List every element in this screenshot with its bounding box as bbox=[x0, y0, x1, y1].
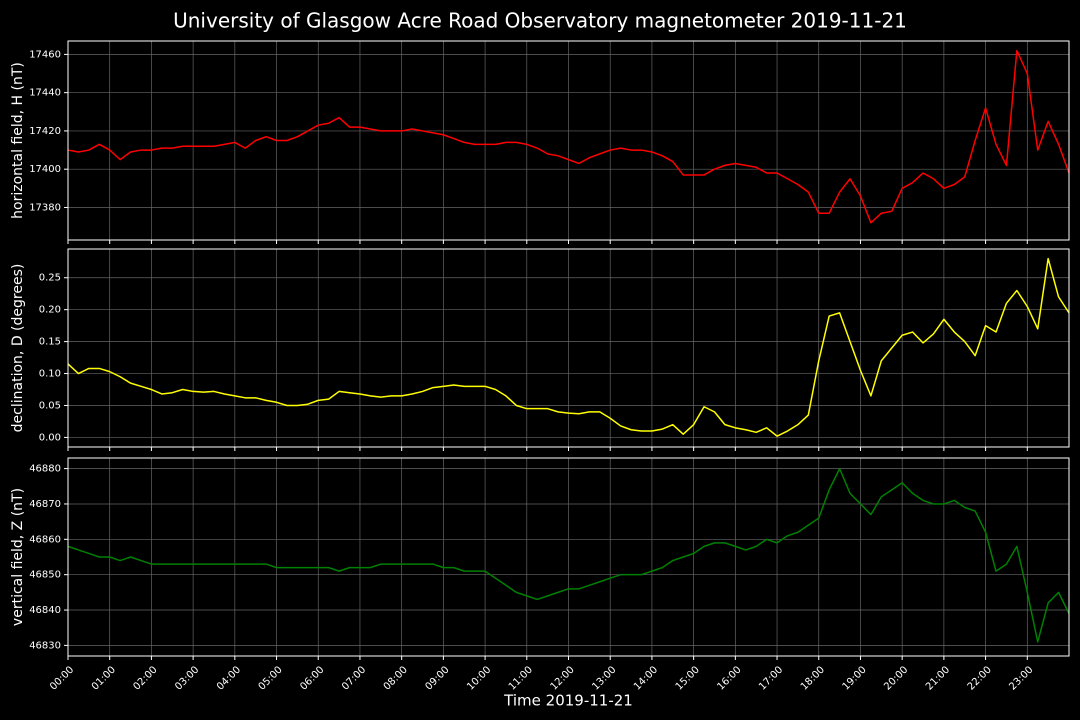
x-tick-label: 13:00 bbox=[590, 664, 618, 692]
x-tick-label: 16:00 bbox=[715, 664, 743, 692]
y-tick-label: 17440 bbox=[29, 88, 61, 99]
x-tick-label: 15:00 bbox=[674, 664, 702, 692]
y-tick-label: 0.15 bbox=[39, 337, 61, 348]
y-tick-label: 46830 bbox=[29, 640, 61, 651]
plot-frame bbox=[67, 40, 1070, 241]
x-tick-label: 07:00 bbox=[340, 664, 368, 692]
x-tick-label: 06:00 bbox=[298, 664, 326, 692]
y-tick-label: 0.25 bbox=[39, 273, 61, 284]
y-tick-label: 0.00 bbox=[39, 432, 61, 443]
plot-frame bbox=[67, 248, 1070, 448]
y-tick-label: 0.05 bbox=[39, 400, 61, 411]
x-tick-label: 09:00 bbox=[423, 664, 451, 692]
x-tick-label: 08:00 bbox=[382, 664, 410, 692]
data-line bbox=[67, 49, 1070, 224]
y-axis-label: horizontal field, H (nT) bbox=[10, 62, 26, 219]
y-axis-label: vertical field, Z (nT) bbox=[10, 488, 26, 626]
x-tick-label: 02:00 bbox=[131, 664, 159, 692]
y-tick-label: 46840 bbox=[29, 605, 61, 616]
y-tick-label: 0.10 bbox=[39, 369, 61, 380]
y-tick-label: 17420 bbox=[29, 126, 61, 137]
chart-title: University of Glasgow Acre Road Observat… bbox=[173, 9, 907, 33]
x-tick-label: 00:00 bbox=[48, 664, 76, 692]
x-tick-label: 23:00 bbox=[1007, 664, 1035, 692]
x-tick-label: 22:00 bbox=[966, 664, 994, 692]
x-tick-label: 21:00 bbox=[924, 664, 952, 692]
y-tick-label: 46880 bbox=[29, 464, 61, 475]
y-tick-label: 17380 bbox=[29, 202, 61, 213]
x-tick-label: 20:00 bbox=[882, 664, 910, 692]
x-tick-label: 03:00 bbox=[173, 664, 201, 692]
y-tick-label: 0.20 bbox=[39, 305, 61, 316]
x-tick-label: 17:00 bbox=[757, 664, 785, 692]
x-tick-label: 05:00 bbox=[257, 664, 285, 692]
x-tick-label: 12:00 bbox=[549, 664, 577, 692]
y-axis-label: declination, D (degrees) bbox=[10, 264, 26, 433]
x-axis-label: Time 2019-11-21 bbox=[503, 692, 633, 710]
x-tick-label: 11:00 bbox=[507, 664, 535, 692]
data-line bbox=[67, 257, 1070, 437]
x-tick-label: 01:00 bbox=[90, 664, 118, 692]
y-tick-label: 46850 bbox=[29, 570, 61, 581]
x-tick-label: 04:00 bbox=[215, 664, 243, 692]
y-tick-label: 46860 bbox=[29, 534, 61, 545]
x-tick-label: 14:00 bbox=[632, 664, 660, 692]
y-tick-label: 17460 bbox=[29, 49, 61, 60]
plot-frame bbox=[67, 457, 1070, 657]
x-tick-label: 19:00 bbox=[841, 664, 869, 692]
y-tick-label: 46870 bbox=[29, 499, 61, 510]
y-tick-label: 17400 bbox=[29, 164, 61, 175]
x-tick-label: 10:00 bbox=[465, 664, 493, 692]
x-tick-label: 18:00 bbox=[799, 664, 827, 692]
data-line bbox=[67, 467, 1070, 643]
